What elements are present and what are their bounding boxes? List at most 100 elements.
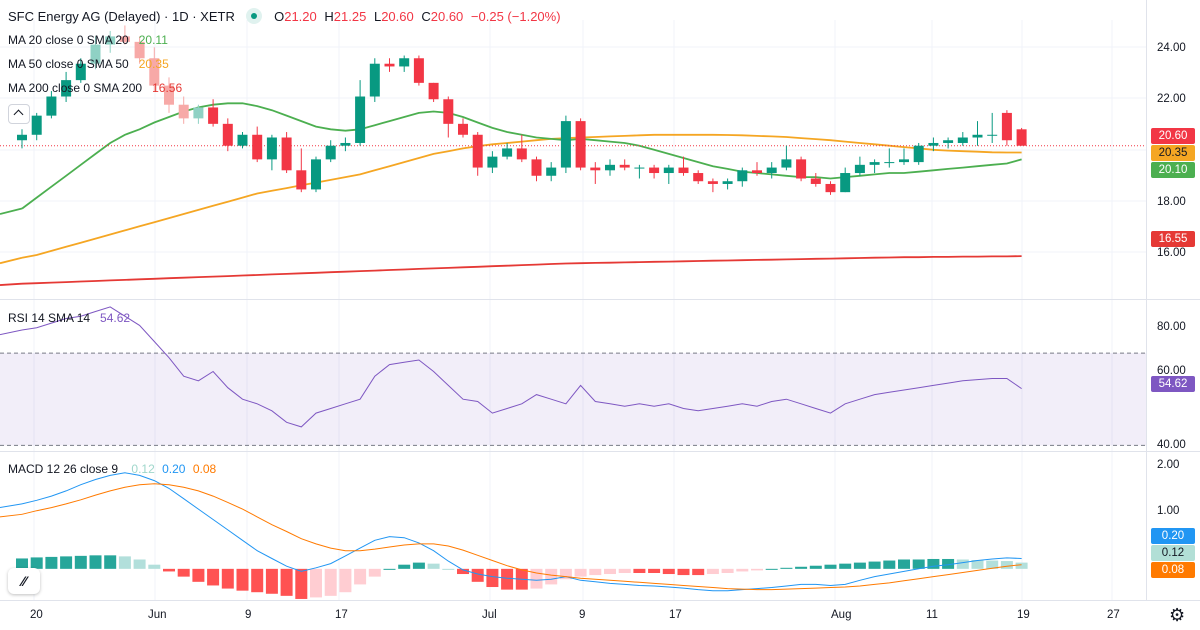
ma50-price-tag: 20.35	[1151, 145, 1195, 161]
candle-body	[590, 167, 601, 171]
ma20-price-tag: 20.10	[1151, 162, 1195, 178]
candle-body	[355, 96, 366, 143]
macd-histogram-bar	[368, 568, 381, 577]
candle-body	[899, 159, 909, 163]
candle-body	[105, 36, 116, 45]
ma20-legend[interactable]: MA 20 close 0 SMA 20 20.11	[8, 32, 172, 48]
time-tick: Jul	[482, 609, 497, 621]
macd-histogram-bar	[692, 568, 705, 576]
time-tick: 9	[579, 609, 586, 621]
macd-histogram-bar	[604, 568, 616, 575]
macd-tick-1: 1.00	[1157, 505, 1180, 517]
open-label: O	[274, 9, 285, 24]
macd-histogram-bar	[16, 558, 28, 569]
macd-histogram-bar	[471, 568, 484, 582]
macd-histogram-bar	[971, 560, 984, 569]
macd-histogram-bar	[442, 568, 455, 570]
candle-body	[766, 167, 777, 174]
macd-histogram-bar	[148, 564, 161, 569]
collapse-legend-button[interactable]	[8, 104, 30, 124]
candle-body	[443, 99, 454, 124]
candle-body	[575, 121, 586, 168]
high-label: H	[324, 9, 334, 24]
macd-histogram-bar	[60, 556, 73, 569]
macd-histogram-bar	[1000, 561, 1013, 569]
macd-histogram-bar	[398, 564, 411, 569]
macd-histogram-bar	[280, 568, 293, 596]
candle-body	[869, 162, 880, 165]
macd-histogram-bar	[677, 568, 690, 576]
macd-histogram-bar	[501, 568, 514, 590]
ma200-legend[interactable]: MA 200 close 0 SMA 200 16.56	[8, 80, 186, 96]
candle-body	[369, 63, 380, 97]
macd-histogram-bar	[133, 559, 146, 569]
candle-body	[281, 137, 292, 171]
macd-histogram-bar	[912, 559, 925, 569]
candle-body	[399, 58, 410, 67]
macd-histogram-bar	[383, 568, 396, 570]
macd-signal-value: 0.08	[192, 462, 217, 476]
candle-body	[752, 170, 762, 174]
ma50-label: MA 50 close 0 SMA 50	[8, 57, 129, 71]
macd-legend[interactable]: MACD 12 26 close 9 0.12 0.20 0.08	[8, 461, 220, 477]
candle-body	[119, 36, 130, 42]
rsi-line	[21, 306, 1022, 428]
rsi-tick-40: 40.00	[1157, 439, 1186, 451]
candle-body	[737, 170, 748, 182]
macd-hist-value: 0.12	[131, 462, 155, 476]
candle-body	[619, 164, 630, 168]
tradingview-logo[interactable]: ⁄⁄	[8, 568, 40, 594]
candle-body	[325, 145, 336, 160]
candle-body	[90, 44, 101, 64]
macd-histogram-bar	[942, 558, 955, 569]
time-tick: 27	[1107, 609, 1120, 621]
candle-body	[164, 85, 174, 105]
candle-body	[266, 137, 277, 160]
candle-body	[237, 134, 248, 146]
candle-body	[1016, 129, 1027, 146]
candle-body	[61, 80, 72, 97]
macd-histogram-bar	[177, 568, 190, 577]
candle-body	[178, 104, 189, 119]
candle-body	[840, 173, 851, 193]
symbol-title: SFC Energy AG (Delayed) · 1D · XETR	[8, 9, 235, 24]
macd-histogram-bar	[662, 568, 675, 575]
macd-histogram-bar	[1015, 562, 1028, 569]
close-label: C	[421, 9, 431, 24]
candle-body	[208, 107, 219, 124]
macd-tick-2: 2.00	[1157, 459, 1180, 471]
time-tick: 11	[926, 609, 938, 621]
macd-line	[0, 503, 23, 509]
macd-histogram-bar	[104, 555, 117, 569]
macd-histogram-bar	[236, 568, 249, 591]
price-tick-16: 16.00	[1157, 247, 1186, 259]
macd-line	[21, 472, 1022, 592]
candle-body	[222, 123, 233, 146]
macd-hist-tag: 0.12	[1151, 545, 1195, 561]
candle-body	[943, 140, 954, 143]
macd-histogram-bar	[324, 568, 337, 596]
candle-body	[193, 107, 204, 119]
candle-body	[972, 134, 983, 138]
ma20-value: 20.11	[138, 33, 168, 47]
candle-body	[634, 167, 645, 169]
candle-body	[678, 167, 689, 174]
macd-histogram-bar	[780, 567, 793, 569]
ma50-legend[interactable]: MA 50 close 0 SMA 50 20.35	[8, 56, 173, 72]
candle-body	[957, 137, 968, 143]
change-value: −0.25 (−1.20%)	[470, 9, 561, 24]
time-tick: 17	[335, 609, 348, 621]
candle-body	[311, 159, 321, 190]
candle-body	[17, 134, 27, 141]
time-tick: 9	[245, 609, 252, 621]
close-value: 20.60	[430, 9, 464, 24]
macd-histogram-bar	[809, 565, 822, 569]
rsi-legend[interactable]: RSI 14 SMA 14 54.62	[8, 310, 134, 326]
macd-histogram-bar	[412, 562, 425, 569]
macd-label: MACD 12 26 close 9	[8, 462, 119, 476]
time-tick: Jun	[148, 609, 167, 621]
settings-gear-icon[interactable]: ⚙	[1169, 605, 1186, 625]
ma200-line	[21, 255, 1022, 285]
macd-histogram-bar	[89, 555, 102, 569]
